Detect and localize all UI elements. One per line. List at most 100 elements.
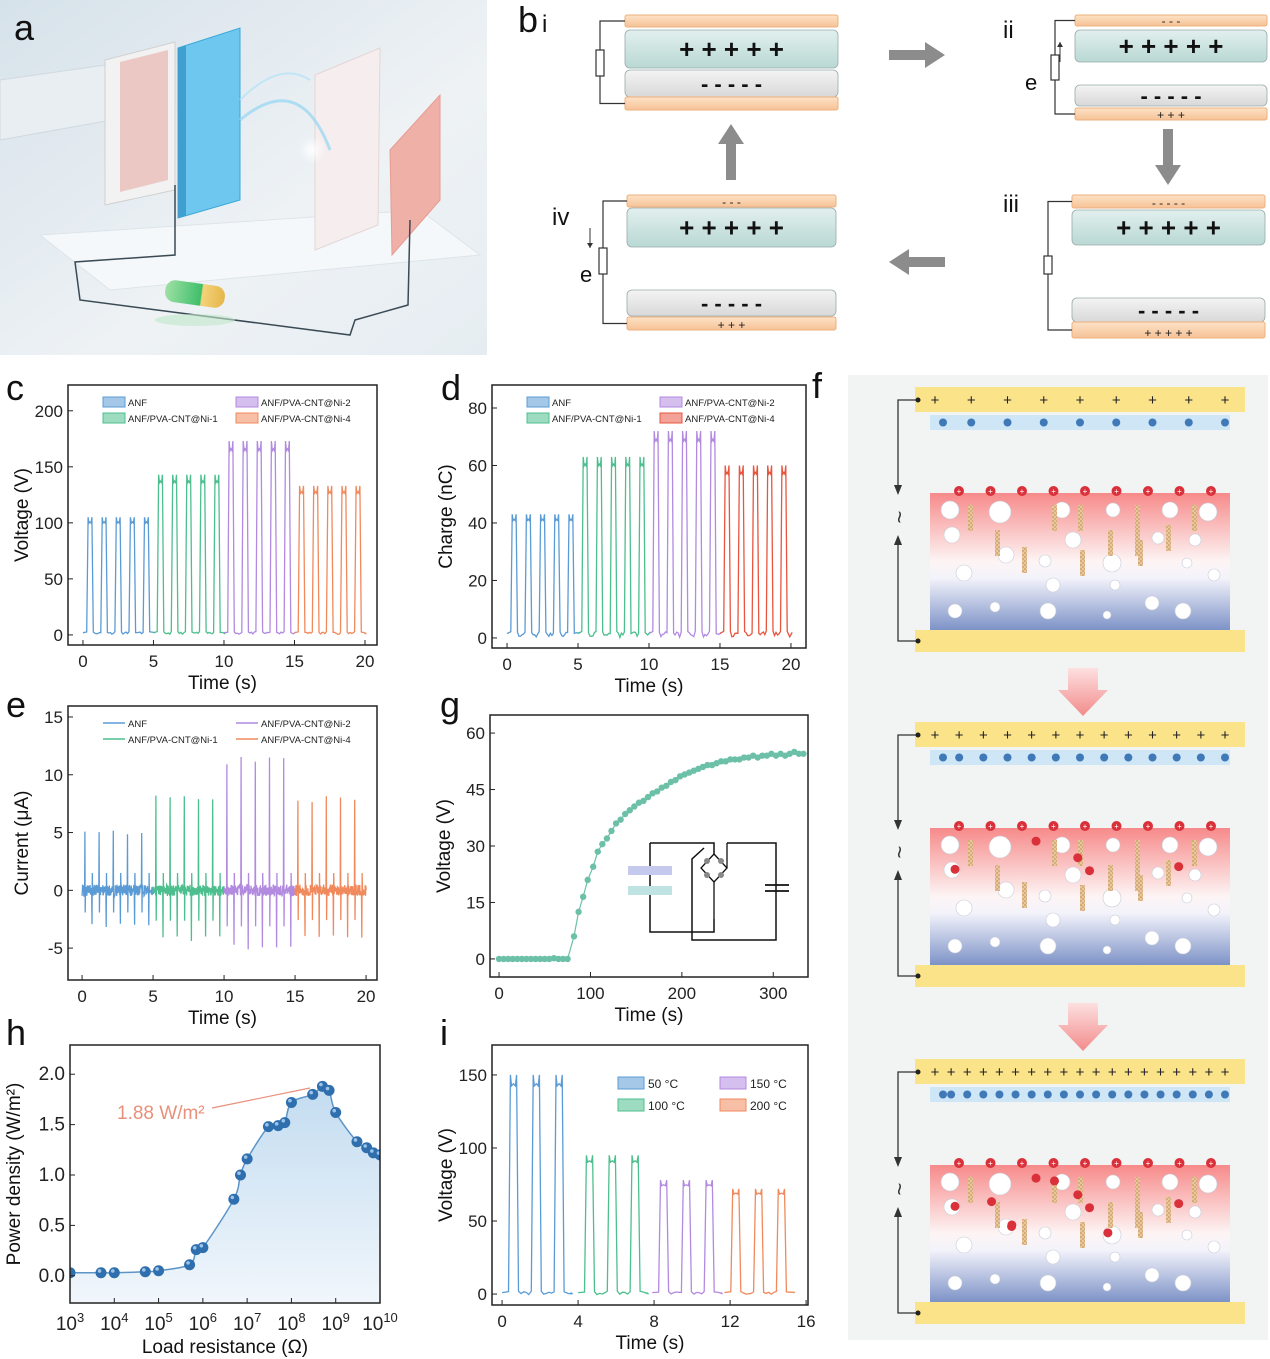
- x-tick-label: 10: [215, 987, 234, 1006]
- plus-charge: +: [1124, 1064, 1133, 1081]
- positive-ion-icon: [1103, 1228, 1113, 1238]
- x-tick-label: 15: [286, 987, 305, 1006]
- legend-swatch: [617, 1076, 645, 1090]
- plus-charge: +: [1076, 727, 1085, 744]
- arrow-right: [889, 42, 945, 68]
- data-point: [532, 955, 539, 963]
- plus-charge: +: [1148, 392, 1157, 409]
- pore-bubble: [1151, 866, 1165, 880]
- y-tick-label: 1.5: [39, 1115, 65, 1136]
- plus-charge: +: [1076, 1064, 1085, 1081]
- data-point: [617, 816, 624, 823]
- plus-charge: +: [1092, 1064, 1101, 1081]
- negative-ion-icon: [979, 753, 988, 762]
- y-tick-label: 0: [478, 1285, 487, 1304]
- ion-plus: +: [1020, 1159, 1025, 1168]
- tick-base: 10: [56, 1314, 77, 1335]
- tick-base: 10: [362, 1314, 383, 1335]
- data-point: [504, 955, 512, 963]
- ion-plus: +: [1114, 1159, 1119, 1168]
- resistor-icon: [595, 49, 605, 77]
- tick-base: 10: [144, 1314, 165, 1335]
- series-line-1: [578, 1155, 649, 1296]
- peak-annotation: 1.88 W/m²: [117, 1103, 205, 1124]
- pore-bubble: [1045, 1249, 1061, 1265]
- transition-arrow-icon: [1058, 1003, 1108, 1051]
- pore-bubble: [1188, 533, 1202, 547]
- induced-charges-top: - - -: [1162, 14, 1181, 28]
- pore-bubble: [947, 1275, 963, 1291]
- pore-bubble: [1207, 568, 1221, 582]
- plus-charge: +: [1188, 1064, 1197, 1081]
- negative-ion-icon: [1156, 1090, 1165, 1099]
- y-tick-label: 0: [54, 881, 63, 900]
- pore-bubble: [940, 500, 960, 520]
- data-point: [279, 1117, 291, 1129]
- negative-charges: - - - - -: [701, 72, 762, 97]
- series-line: [499, 751, 804, 960]
- cnt-fiber: [995, 1202, 1000, 1228]
- positive-ion-icon: [1031, 1173, 1041, 1183]
- tick-base: 10: [100, 1314, 121, 1335]
- x-tick-label: 300: [759, 984, 787, 1003]
- negative-ion-icon: [967, 418, 976, 427]
- pore-bubble: [955, 899, 973, 917]
- state-3: +−+−+−+−+−+−+−+−+−+−+−+−+−+−+−+−+−+−+−++…: [887, 1059, 1245, 1324]
- positive-ion-icon: [1174, 1158, 1185, 1168]
- pore-bubble: [1144, 1267, 1160, 1283]
- data-point-highlight: [363, 1144, 368, 1148]
- negative-ion-icon: [1051, 753, 1060, 762]
- legend-label: ANF/PVA-CNT@Ni-2: [261, 719, 351, 730]
- circuit-wire: [897, 734, 918, 820]
- x-tick-label: 20: [357, 987, 376, 1006]
- x-tick-label: 10: [640, 655, 659, 674]
- pore-bubble: [1151, 1203, 1165, 1217]
- plus-charge: +: [979, 727, 988, 744]
- panel-f-schematic: +−+−+−+−+−+−+−+−+−+++++++++~+−+−+−+−+−+−…: [848, 375, 1268, 1340]
- data-point: [727, 756, 734, 763]
- arrow-up: [718, 124, 744, 180]
- cnt-fiber: [1135, 530, 1140, 556]
- data-point: [323, 1084, 335, 1096]
- x-tick-label: 20: [356, 652, 375, 671]
- ac-load-symbol: ~: [887, 846, 912, 859]
- negative-ion-icon: [1092, 1090, 1101, 1099]
- stage-label: iv: [552, 204, 569, 231]
- plus-charge: +: [1108, 1064, 1117, 1081]
- pore-bubble: [989, 1273, 1001, 1285]
- x-axis-title: Time (s): [188, 1008, 257, 1029]
- positive-ion-icon: [1206, 821, 1216, 831]
- plot-frame: [67, 705, 378, 981]
- base-plate: [38, 209, 482, 291]
- plus-charge: +: [1156, 1064, 1165, 1081]
- pore-bubble: [1188, 868, 1202, 882]
- plus-charge: +: [967, 392, 976, 409]
- cnt-fiber: [968, 505, 973, 531]
- plus-charge: +: [1205, 1064, 1214, 1081]
- pore-bubble: [943, 526, 961, 544]
- data-point-highlight: [288, 1098, 292, 1103]
- circuit-wire: [897, 545, 918, 642]
- cnt-fiber: [995, 865, 1000, 891]
- electrode-plate: [314, 47, 381, 251]
- data-point: [518, 955, 526, 963]
- positive-charges: + + + + +: [679, 34, 784, 64]
- legend-label: 150 °C: [750, 1077, 787, 1091]
- series-line-2: [223, 756, 296, 950]
- plot-area: [502, 1074, 795, 1296]
- plus-charge: +: [1027, 1064, 1036, 1081]
- plot-area: [82, 440, 367, 636]
- plus-charge: +: [1112, 392, 1121, 409]
- cnt-fiber: [1166, 860, 1171, 886]
- plot-frame: [491, 384, 807, 649]
- y-tick-label: 40: [468, 514, 487, 533]
- cnt-fiber: [1078, 840, 1083, 866]
- ion-plus: +: [1177, 487, 1182, 496]
- y-tick-label: 0.0: [39, 1266, 65, 1287]
- pore-bubble: [1198, 837, 1218, 857]
- pore-bubble: [988, 500, 1012, 524]
- negative-ion-icon: [1003, 418, 1012, 427]
- negative-ion-icon: [1124, 1090, 1133, 1099]
